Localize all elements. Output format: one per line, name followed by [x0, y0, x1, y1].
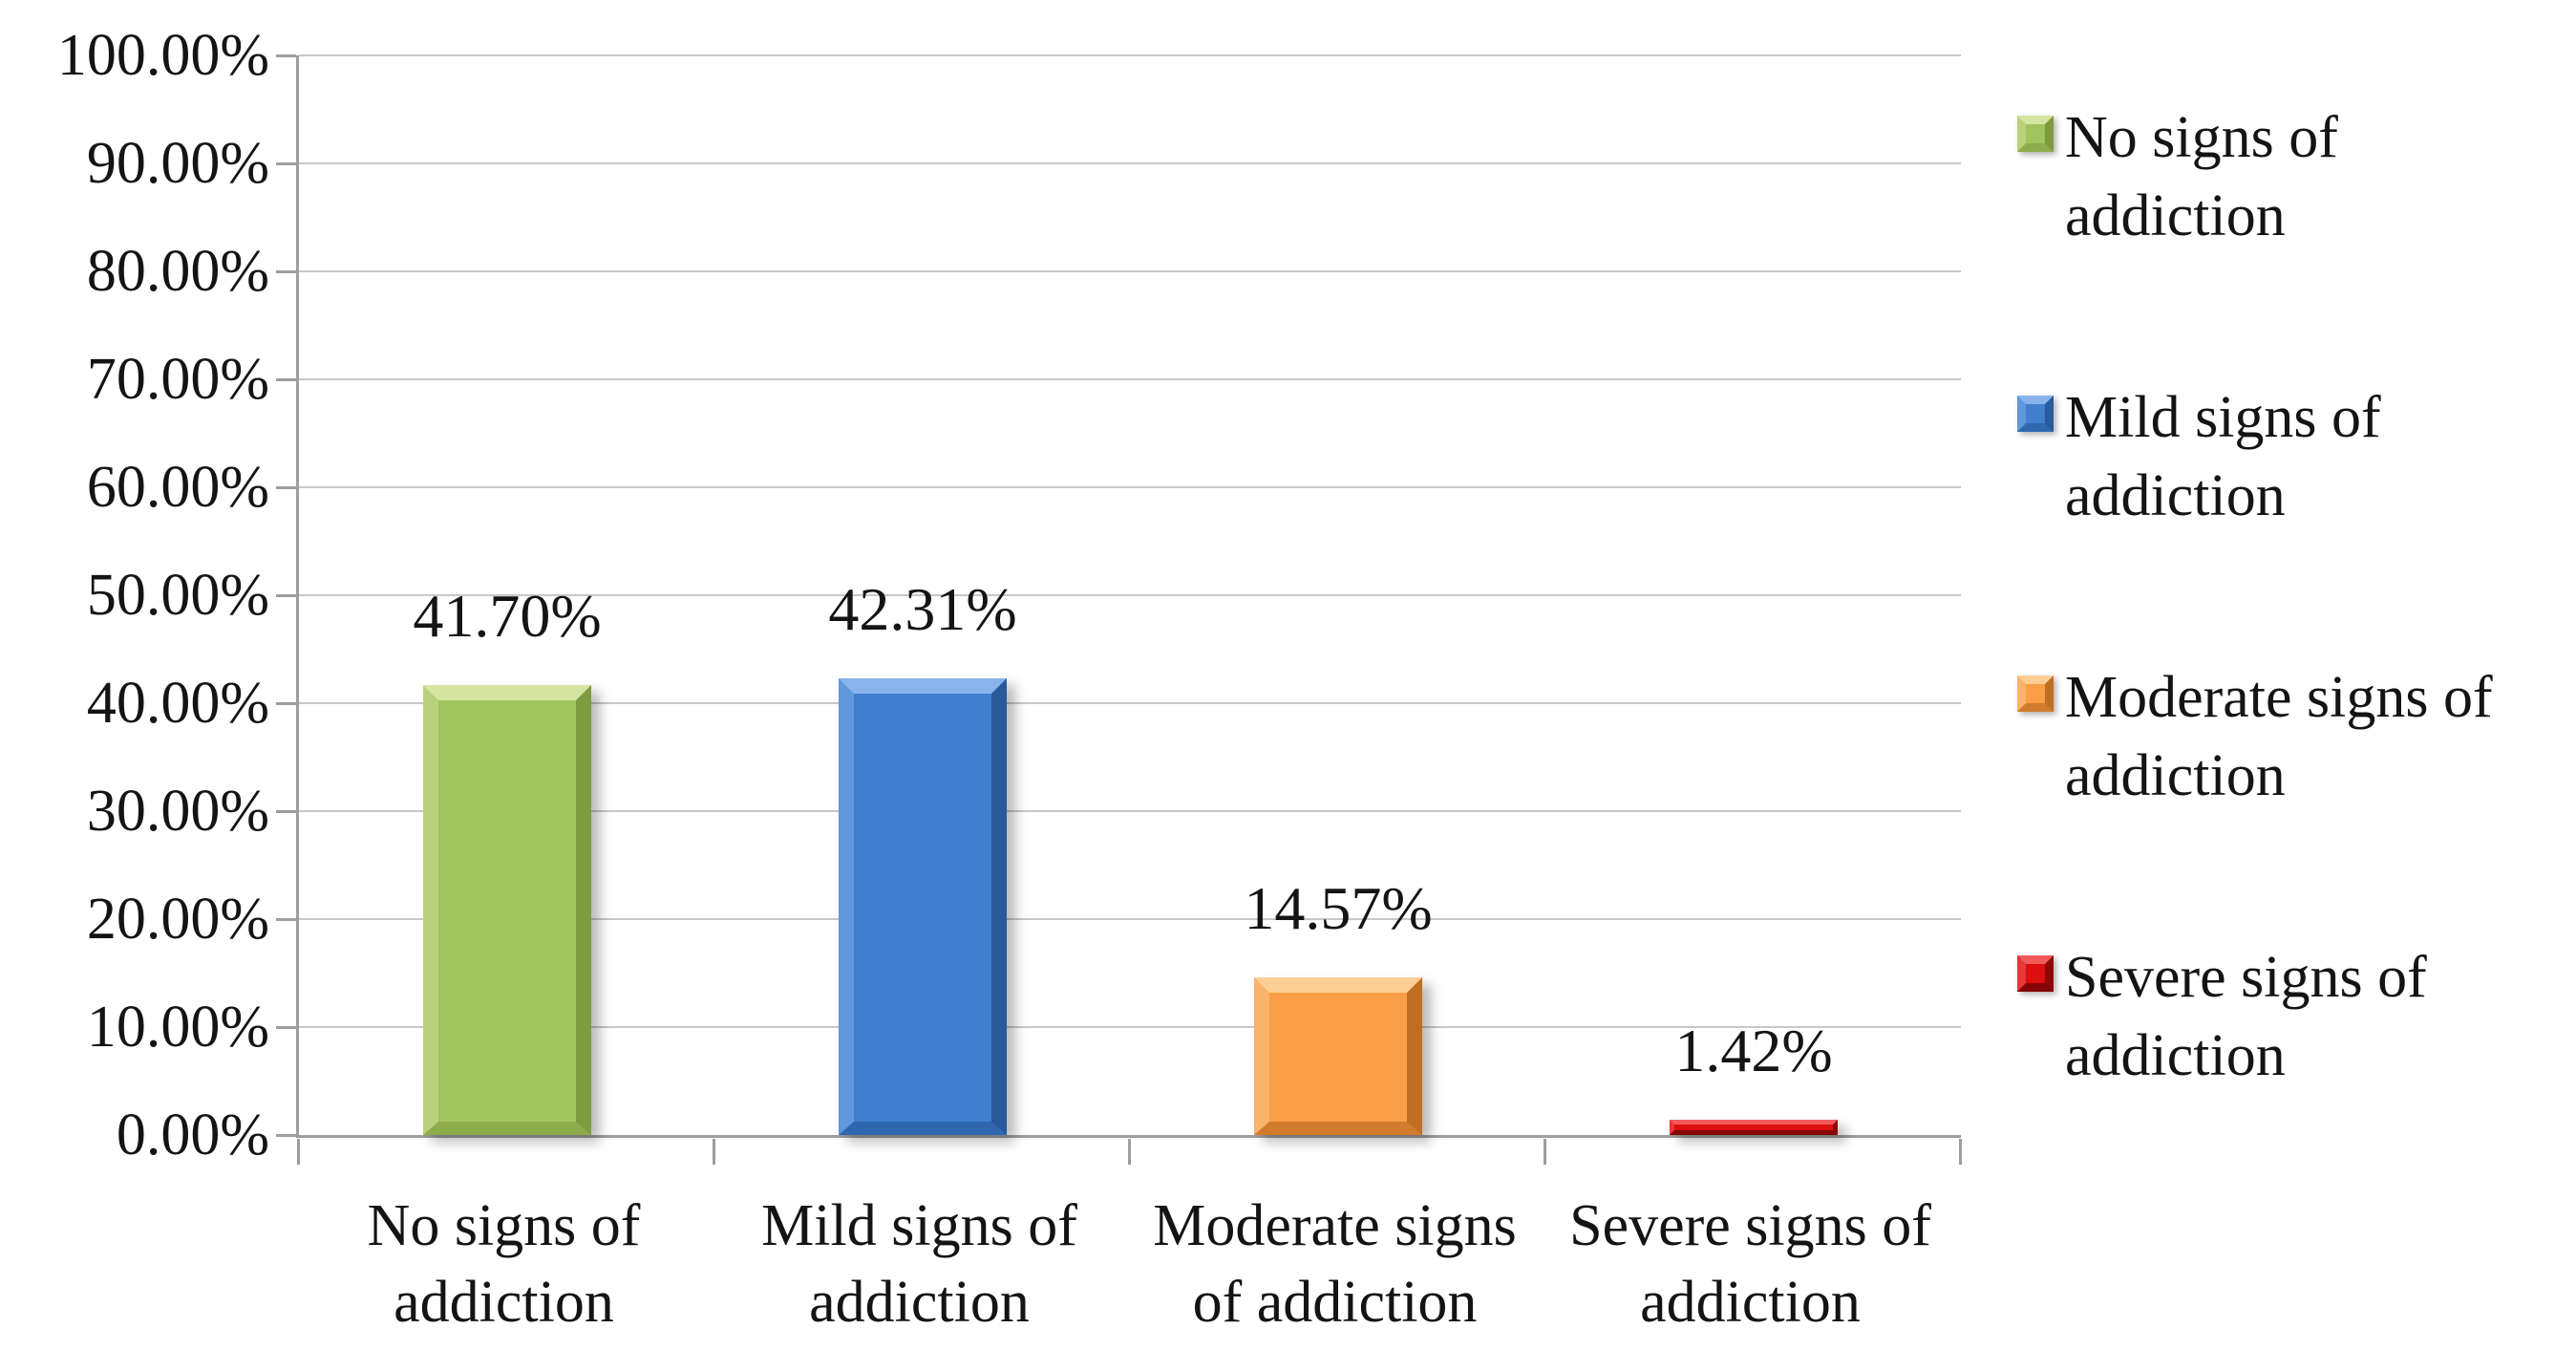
y-axis-tick — [276, 1134, 296, 1137]
y-axis-tick — [276, 270, 296, 273]
bar-value-label: 14.57% — [1244, 874, 1433, 942]
x-axis-label-line: Mild signs of — [761, 1193, 1077, 1258]
y-axis-tick-label: 80.00% — [86, 239, 269, 304]
gridline-60 — [299, 486, 1961, 488]
x-axis-label-line: addiction — [1640, 1270, 1861, 1335]
y-axis-tick-label: 40.00% — [86, 671, 269, 736]
legend-item-4: Severe signs of addiction — [2017, 938, 2427, 1095]
x-axis-category-label: Mild signs of addiction — [712, 1188, 1127, 1340]
y-axis-tick — [276, 702, 296, 705]
y-axis-tick-label: 100.00% — [56, 23, 269, 88]
x-axis-tick — [297, 1139, 300, 1165]
gridline-100 — [299, 54, 1961, 56]
x-axis-category-label: Severe signs of addiction — [1543, 1188, 1958, 1340]
legend-label-line: No signs of — [2065, 105, 2338, 170]
legend-swatch-blue-icon — [2017, 396, 2054, 432]
bar-1-green — [423, 685, 591, 1135]
legend-label: Mild signs of addiction — [2065, 378, 2381, 535]
legend-item-2: Mild signs of addiction — [2017, 378, 2381, 535]
legend-label: No signs of addiction — [2065, 98, 2338, 255]
legend-swatch-green-icon — [2017, 116, 2054, 152]
y-axis-tick — [276, 594, 296, 597]
gridline-10 — [299, 1026, 1961, 1028]
y-axis-tick-label: 70.00% — [86, 347, 269, 412]
x-axis-label-line: Moderate signs — [1153, 1193, 1517, 1258]
legend-label-line: Mild signs of — [2065, 385, 2381, 450]
x-axis-label-line: Severe signs of — [1569, 1193, 1931, 1258]
legend-swatch-red-icon — [2017, 955, 2054, 992]
x-axis-category-label: No signs of addiction — [296, 1188, 712, 1340]
legend-item-3: Moderate signs of addiction — [2017, 658, 2493, 815]
legend-item-1: No signs of addiction — [2017, 98, 2338, 255]
legend-label-line: addiction — [2065, 743, 2286, 808]
x-axis-tick — [1128, 1139, 1131, 1165]
y-axis-tick — [276, 378, 296, 381]
gridline-50 — [299, 594, 1961, 596]
legend-label-line: addiction — [2065, 183, 2286, 248]
x-axis-tick — [1959, 1139, 1962, 1165]
x-axis-label-line: addiction — [809, 1270, 1030, 1335]
y-axis-tick-label: 60.00% — [86, 455, 269, 520]
bar-2-blue — [839, 678, 1007, 1135]
gridline-30 — [299, 810, 1961, 812]
legend-swatch-orange-icon — [2017, 675, 2054, 712]
y-axis-tick — [276, 486, 296, 489]
bar-value-label: 1.42% — [1674, 1017, 1833, 1084]
y-axis-tick — [276, 1026, 296, 1029]
legend-label-line: addiction — [2065, 1023, 2286, 1088]
legend-label: Moderate signs of addiction — [2065, 658, 2493, 815]
y-axis-tick-label: 0.00% — [116, 1103, 269, 1168]
legend-label-line: addiction — [2065, 463, 2286, 528]
y-axis-tick — [276, 810, 296, 813]
gridline-70 — [299, 378, 1961, 380]
x-axis-tick — [713, 1139, 715, 1165]
y-axis-tick-label: 30.00% — [86, 779, 269, 844]
y-axis-tick — [276, 918, 296, 921]
legend-label-line: Severe signs of — [2065, 945, 2427, 1010]
y-axis-tick-label: 20.00% — [86, 887, 269, 952]
gridline-40 — [299, 702, 1961, 704]
gridline-80 — [299, 270, 1961, 272]
x-axis-category-label: Moderate signs of addiction — [1127, 1188, 1543, 1340]
bar-value-label: 41.70% — [413, 582, 602, 650]
y-axis-tick-label: 90.00% — [86, 131, 269, 196]
y-axis-tick-label: 10.00% — [86, 995, 269, 1060]
gridline-90 — [299, 162, 1961, 164]
plot-area: 41.70% 42.31% 14.57% 1.42% — [276, 54, 1962, 1165]
bar-3-orange — [1254, 977, 1422, 1135]
bar-4-red — [1670, 1120, 1838, 1135]
gridline-20 — [299, 918, 1961, 920]
y-axis-tick — [276, 162, 296, 165]
x-axis-label-line: addiction — [394, 1270, 614, 1335]
bar-value-label: 42.31% — [828, 575, 1017, 643]
x-axis-tick — [1543, 1139, 1546, 1165]
legend-label: Severe signs of addiction — [2065, 938, 2427, 1095]
y-axis-tick — [276, 54, 296, 57]
y-axis-tick-label: 50.00% — [86, 563, 269, 628]
legend-label-line: Moderate signs of — [2065, 665, 2493, 730]
x-axis-label-line: No signs of — [367, 1193, 641, 1258]
x-axis-label-line: of addiction — [1192, 1270, 1478, 1335]
